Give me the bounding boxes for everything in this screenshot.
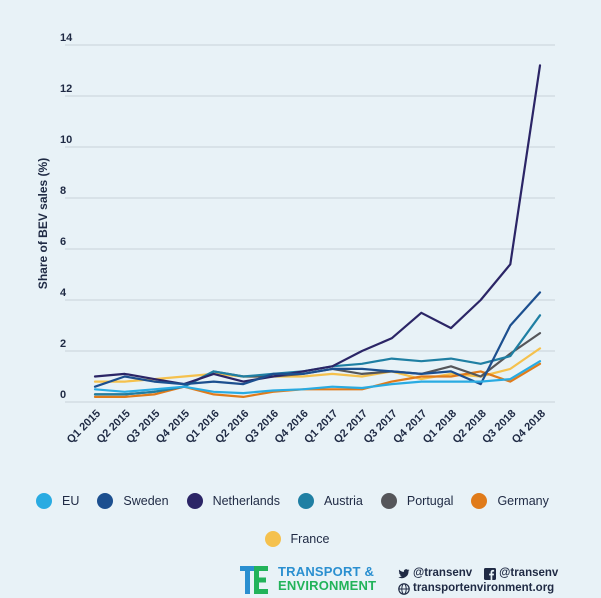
legend-label: Germany	[497, 494, 549, 508]
legend-item-germany: Germany	[471, 493, 549, 509]
y-tick-label: 6	[60, 236, 66, 248]
y-axis-title: Share of BEV sales (%)	[36, 158, 50, 289]
y-tick-label: 14	[60, 32, 73, 44]
legend-label: Austria	[323, 494, 363, 508]
series-line-portugal	[93, 332, 542, 396]
legend-label: Sweden	[123, 494, 169, 508]
transport-environment-logo	[240, 566, 268, 594]
legend-item-eu: EU	[36, 493, 79, 509]
series-line-sweden	[93, 291, 542, 388]
legend-swatch	[264, 531, 281, 547]
series-line-germany	[93, 362, 542, 398]
legend-swatch	[186, 493, 203, 509]
legend-item-portugal: Portugal	[380, 493, 454, 509]
legend-swatch	[471, 493, 488, 509]
twitter-icon	[398, 568, 410, 578]
footer: TRANSPORT & ENVIRONMENT @transenv @trans…	[240, 564, 580, 596]
series-line-eu	[93, 360, 542, 395]
legend-label: EU	[62, 494, 80, 508]
y-tick-label: 12	[60, 83, 72, 95]
legend-label: France	[290, 532, 330, 546]
series-line-france	[93, 347, 542, 383]
legend-item-france: France	[264, 531, 330, 547]
legend-row: France	[36, 528, 576, 550]
facebook-icon	[484, 567, 497, 580]
org-name: TRANSPORT & ENVIRONMENT	[278, 565, 376, 593]
social-links: @transenv @transenv transportenvironment…	[398, 566, 558, 596]
legend-swatch	[297, 493, 314, 509]
legend-swatch	[36, 493, 52, 509]
legend-item-netherlands: Netherlands	[186, 493, 280, 509]
legend-swatch	[380, 493, 397, 509]
legend-label: Netherlands	[212, 494, 280, 508]
legend-label: Portugal	[406, 494, 454, 508]
legend-item-austria: Austria	[297, 493, 363, 509]
legend-item-sweden: Sweden	[97, 493, 169, 509]
globe-icon	[398, 582, 410, 595]
y-tick-label: 10	[60, 134, 72, 146]
y-tick-label: 2	[60, 338, 66, 350]
legend-swatch	[97, 493, 114, 509]
twitter-handle[interactable]: @transenv	[413, 567, 473, 579]
org-name-line1: TRANSPORT &	[278, 564, 375, 579]
facebook-handle[interactable]: @transenv	[499, 567, 559, 579]
org-name-line2: ENVIRONMENT	[278, 578, 377, 593]
legend-row: EU Sweden Netherlands Austria Portugal German…	[36, 490, 576, 512]
y-tick-label: 8	[60, 185, 66, 197]
website-link[interactable]: transportenvironment.org	[413, 582, 555, 594]
legend: EU Sweden Netherlands Austria Portugal German…	[36, 490, 576, 550]
y-tick-label: 0	[60, 389, 66, 401]
series-line-netherlands	[93, 64, 542, 386]
y-tick-label: 4	[60, 287, 67, 299]
